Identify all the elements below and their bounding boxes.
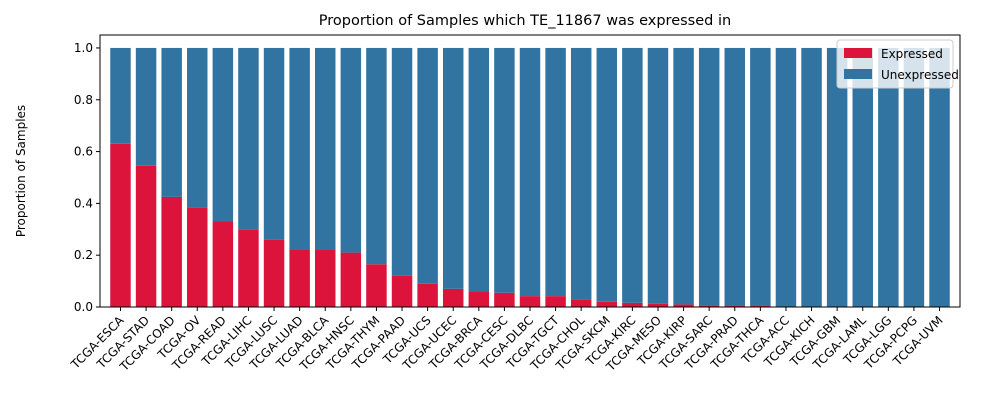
bar-unexpressed-tcga-blca [315, 47, 336, 251]
legend-swatch-unexpressed [844, 69, 872, 79]
bar-expressed-tcga-ucec [442, 288, 464, 307]
bar-expressed-tcga-kirp [673, 304, 694, 307]
bar-expressed-tcga-read [212, 221, 234, 307]
legend-swatch-expressed [844, 48, 872, 58]
bar-expressed-tcga-prad [724, 305, 745, 307]
bar-expressed-tcga-blca [315, 250, 336, 307]
bar-expressed-tcga-thym [366, 264, 387, 307]
bar-unexpressed-tcga-thca [750, 47, 771, 306]
bar-unexpressed-tcga-skcm [596, 47, 618, 302]
chart-title: Proportion of Samples which TE_11867 was… [319, 13, 731, 29]
bar-unexpressed-tcga-kich [801, 47, 822, 307]
bar-unexpressed-tcga-tgct [545, 47, 566, 297]
bar-unexpressed-tcga-sarc [698, 47, 720, 306]
bar-expressed-tcga-paad [391, 275, 413, 307]
bar-expressed-tcga-stad [135, 165, 157, 307]
bar-expressed-tcga-tgct [545, 296, 566, 307]
bar-unexpressed-tcga-prad [724, 47, 745, 306]
bar-expressed-tcga-cesc [494, 292, 515, 307]
bar-unexpressed-tcga-hnsc [340, 47, 362, 253]
bar-expressed-tcga-skcm [596, 301, 618, 307]
legend-label-unexpressed: Unexpressed [881, 68, 959, 82]
bar-expressed-tcga-ucs [417, 283, 438, 307]
y-tick-label: 0.6 [74, 145, 93, 159]
bar-expressed-tcga-chol [570, 299, 592, 307]
bar-expressed-tcga-brca [468, 291, 490, 307]
bar-unexpressed-tcga-gbm [826, 47, 848, 307]
bar-unexpressed-tcga-laml [852, 47, 873, 307]
bar-unexpressed-tcga-stad [135, 47, 157, 166]
bar-expressed-tcga-ov [187, 207, 208, 307]
bar-unexpressed-tcga-ucec [442, 47, 464, 289]
legend: Expressed Unexpressed [836, 39, 959, 89]
bar-expressed-tcga-kirc [622, 302, 643, 307]
bar-expressed-tcga-lusc [263, 239, 285, 307]
bar-expressed-tcga-dlbc [519, 296, 541, 307]
bar-unexpressed-tcga-thym [366, 47, 387, 265]
bar-unexpressed-tcga-paad [391, 47, 413, 276]
bar-unexpressed-tcga-coad [161, 47, 182, 197]
bar-expressed-tcga-esca [110, 143, 131, 307]
bar-unexpressed-tcga-meso [647, 47, 669, 304]
bar-expressed-tcga-coad [161, 196, 182, 307]
bar-unexpressed-tcga-lihc [238, 47, 259, 230]
bar-unexpressed-tcga-acc [775, 47, 797, 307]
y-axis-label: Proportion of Samples [14, 105, 28, 237]
bar-unexpressed-tcga-lgg [878, 47, 899, 307]
bar-expressed-tcga-meso [647, 303, 669, 307]
bar-unexpressed-tcga-read [212, 47, 234, 222]
bars-group [110, 47, 950, 307]
bar-unexpressed-tcga-uvm [929, 47, 950, 307]
y-tick-label: 1.0 [74, 41, 93, 55]
y-tick-label: 0.2 [74, 248, 93, 262]
bar-unexpressed-tcga-pcpg [903, 47, 925, 307]
bar-unexpressed-tcga-ucs [417, 47, 438, 284]
bar-unexpressed-tcga-lusc [263, 47, 285, 240]
bar-unexpressed-tcga-dlbc [519, 47, 541, 297]
bar-unexpressed-tcga-chol [570, 47, 592, 300]
bar-expressed-tcga-luad [289, 250, 310, 307]
bar-unexpressed-tcga-kirc [622, 47, 643, 303]
y-tick-label: 0.0 [74, 300, 93, 314]
bar-unexpressed-tcga-brca [468, 47, 490, 292]
bar-unexpressed-tcga-ov [187, 47, 208, 208]
bar-expressed-tcga-sarc [698, 305, 720, 307]
bar-unexpressed-tcga-luad [289, 47, 310, 251]
bar-expressed-tcga-thca [750, 305, 771, 307]
bar-expressed-tcga-lihc [238, 229, 259, 307]
bar-unexpressed-tcga-cesc [494, 47, 515, 293]
bar-expressed-tcga-hnsc [340, 252, 362, 307]
bar-unexpressed-tcga-kirp [673, 47, 694, 305]
legend-label-expressed: Expressed [881, 47, 943, 61]
y-tick-label: 0.4 [74, 196, 93, 210]
y-tick-label: 0.8 [74, 93, 93, 107]
bar-unexpressed-tcga-esca [110, 47, 131, 144]
